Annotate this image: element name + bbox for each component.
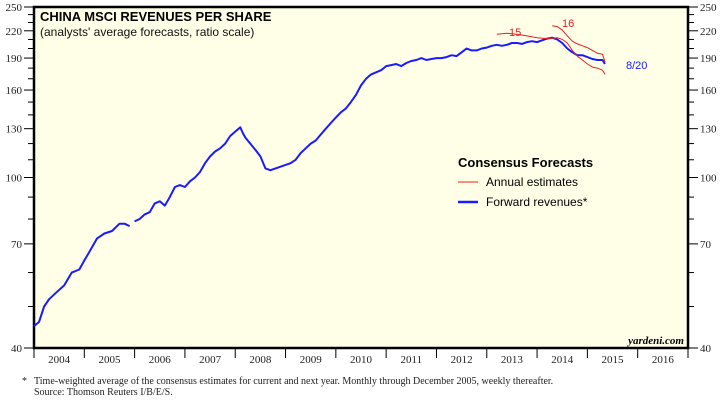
y-tick-label-left: 100 — [6, 173, 23, 185]
series-line-forward-revenues — [33, 222, 131, 327]
x-tick-label: 2016 — [652, 354, 675, 366]
chart: 40 70 100 130 160 190 220 250 40 70 100 130 160 190 2… — [6, 2, 718, 366]
x-tick-label: 2006 — [149, 354, 172, 366]
y-tick-label-right: 40 — [700, 343, 712, 355]
y-tick-label-right: 70 — [700, 239, 712, 251]
y-tick-label-right: 100 — [700, 173, 717, 185]
x-tick-label: 2005 — [98, 354, 121, 366]
footnote-line-2: Source: Thomson Reuters I/B/E/S. — [34, 387, 173, 398]
x-tick-label: 2013 — [501, 354, 524, 366]
footnote-star: * — [22, 376, 27, 387]
footnote-line-1: Time-weighted average of the consensus e… — [34, 376, 554, 387]
x-tick-label: 2012 — [451, 354, 473, 366]
y-tick-label-left: 190 — [6, 53, 23, 65]
series-line-annual-16 — [552, 25, 606, 63]
y-tick-label-left: 70 — [11, 239, 23, 251]
x-tick-label: 2009 — [300, 354, 323, 366]
series-layer — [33, 25, 606, 327]
series-line-annual-15 — [496, 32, 606, 75]
annotation-date: 8/20 — [626, 60, 647, 72]
annotation-15: 15 — [509, 27, 521, 39]
y-tick-label-right: 160 — [700, 85, 717, 97]
y-tick-label-left: 250 — [6, 2, 23, 14]
y-tick-label-right: 190 — [700, 53, 717, 65]
annotation-16: 16 — [562, 18, 574, 30]
legend-label-annual: Annual estimates — [486, 175, 578, 189]
x-tick-label: 2007 — [199, 354, 222, 366]
footnote: * Time-weighted average of the consensus … — [22, 376, 553, 398]
chart-subtitle: (analysts' average forecasts, ratio scal… — [40, 25, 254, 39]
x-tick-label: 2015 — [602, 354, 625, 366]
y-tick-label-right: 130 — [700, 124, 717, 136]
plot-area — [32, 5, 690, 350]
x-tick-label: 2014 — [551, 354, 574, 366]
y-tick-label-left: 220 — [6, 26, 23, 38]
x-tick-label: 2010 — [350, 354, 373, 366]
x-axis: 2004 2005 2006 2007 2008 2009 2010 2011 2012 2013… — [33, 348, 689, 366]
brand-watermark: yardeni.com — [626, 335, 684, 347]
legend-label-forward: Forward revenues* — [486, 195, 588, 209]
y-tick-label-right: 220 — [700, 26, 717, 38]
series-line-forward-revenues — [134, 36, 606, 223]
y-tick-label-right: 250 — [700, 2, 717, 14]
y-axis-right: 40 70 100 130 160 190 220 250 — [688, 2, 717, 355]
chart-title: CHINA MSCI REVENUES PER SHARE — [40, 9, 272, 24]
legend-title: Consensus Forecasts — [458, 155, 593, 170]
y-tick-label-left: 160 — [6, 85, 23, 97]
x-tick-label: 2011 — [401, 354, 423, 366]
x-tick-label: 2008 — [249, 354, 272, 366]
y-tick-label-left: 130 — [6, 124, 23, 136]
y-axis-left: 40 70 100 130 160 190 220 250 — [6, 2, 34, 355]
y-tick-label-left: 40 — [11, 343, 23, 355]
x-tick-label: 2004 — [48, 354, 71, 366]
